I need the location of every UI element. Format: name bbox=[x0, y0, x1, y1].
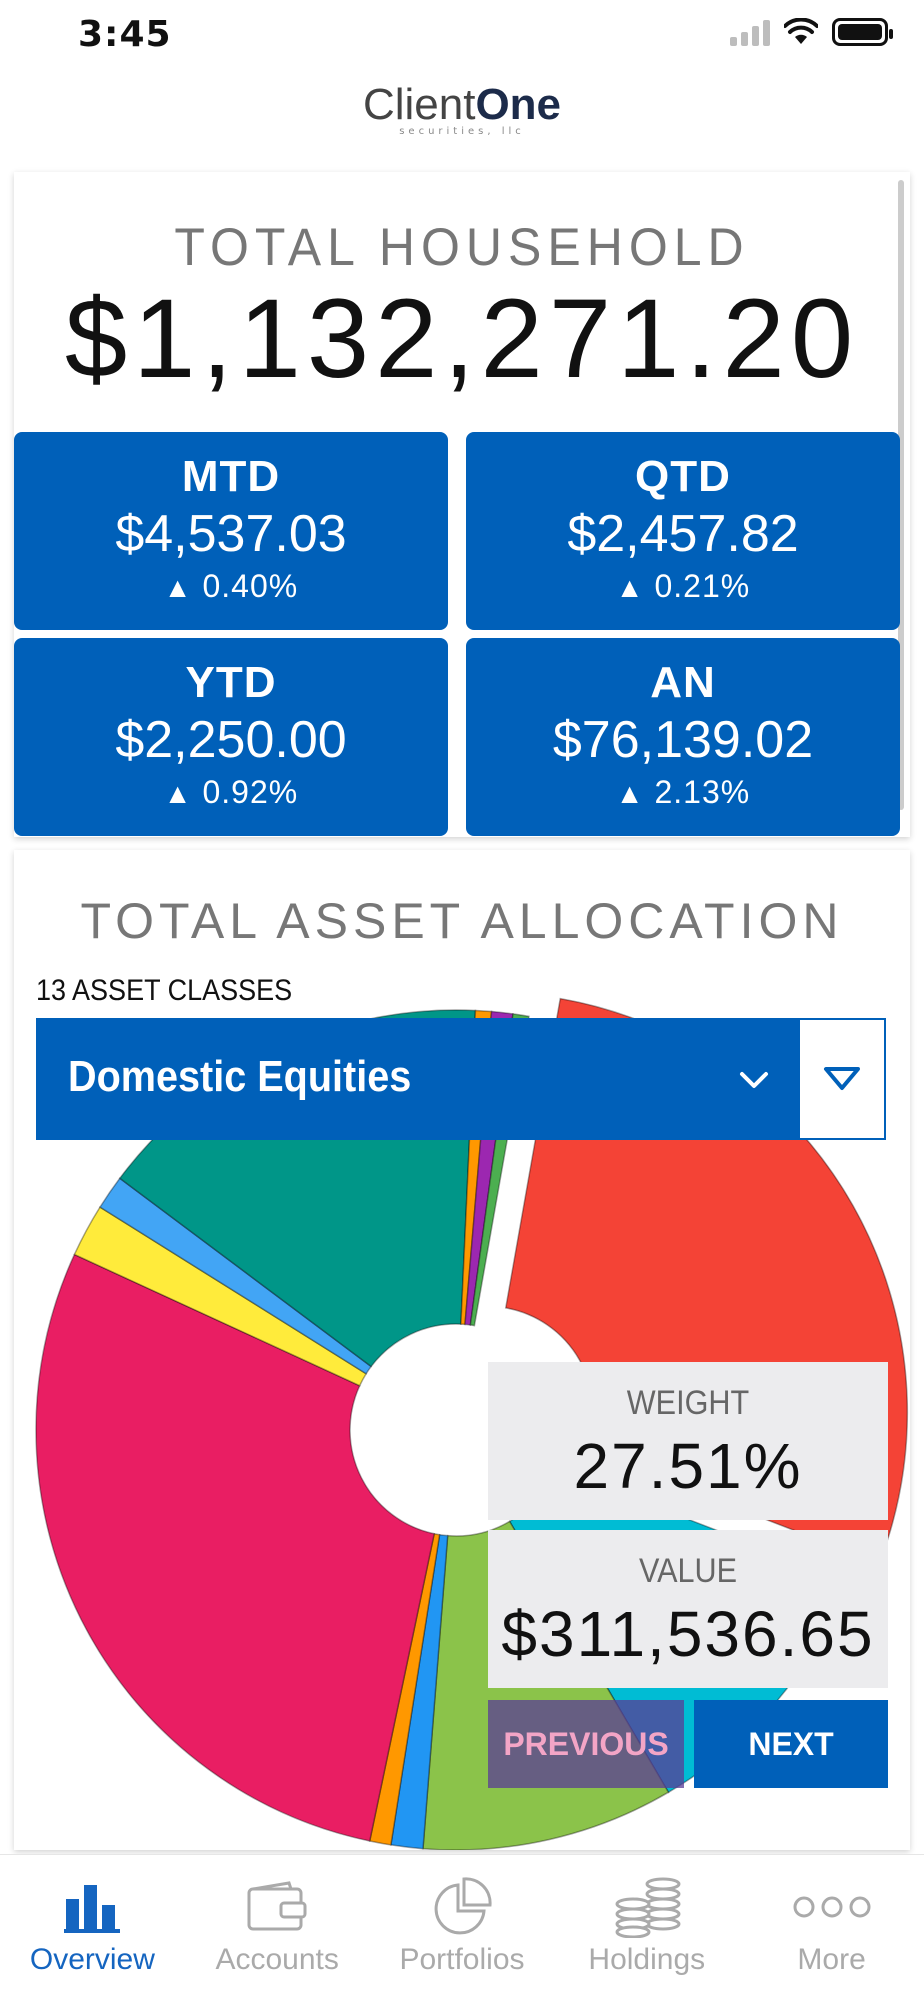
tab-label: Portfolios bbox=[399, 1943, 525, 1976]
up-triangle-icon: ▲ bbox=[615, 778, 645, 809]
allocation-card: TOTAL ASSET ALLOCATION 13 ASSET CLASSES … bbox=[14, 850, 910, 1850]
value-panel: VALUE $311,536.65 bbox=[488, 1530, 888, 1688]
value-label: VALUE bbox=[638, 1552, 738, 1590]
asset-class-selected: Domestic Equities bbox=[68, 1052, 412, 1101]
more-dots-icon bbox=[793, 1896, 871, 1918]
donut-slice[interactable] bbox=[73, 1206, 368, 1387]
brand-logo: ClientOne securities, llc bbox=[0, 80, 924, 137]
perf-label: QTD bbox=[635, 452, 731, 501]
perf-change: 0.40% bbox=[202, 568, 299, 604]
previous-button[interactable]: PREVIOUS bbox=[488, 1700, 684, 1788]
scroll-indicator[interactable] bbox=[898, 180, 904, 810]
perf-value: $76,139.02 bbox=[552, 711, 814, 769]
value-amount: $311,536.65 bbox=[501, 1598, 875, 1670]
weight-value: 27.51% bbox=[573, 1430, 803, 1502]
perf-change: 0.92% bbox=[202, 774, 299, 810]
cellular-signal-icon bbox=[730, 18, 770, 46]
coins-icon bbox=[615, 1877, 681, 1938]
tab-label: More bbox=[797, 1943, 866, 1976]
dropdown-toggle-button[interactable] bbox=[798, 1020, 884, 1138]
household-card: TOTAL HOUSEHOLD $1,132,271.20 MTD $4,537… bbox=[14, 172, 910, 837]
tab-portfolios[interactable]: Portfolios bbox=[370, 1855, 555, 2000]
up-triangle-icon: ▲ bbox=[163, 778, 193, 809]
perf-tile-qtd[interactable]: QTD $2,457.82 ▲ 0.21% bbox=[466, 432, 900, 630]
perf-tile-ytd[interactable]: YTD $2,250.00 ▲ 0.92% bbox=[14, 638, 448, 836]
chevron-down-icon bbox=[740, 1072, 768, 1088]
tab-holdings[interactable]: Holdings bbox=[554, 1855, 739, 2000]
household-amount: $1,132,271.20 bbox=[64, 276, 860, 401]
triangle-down-icon bbox=[824, 1067, 860, 1090]
status-icons bbox=[730, 18, 893, 46]
donut-slice[interactable] bbox=[368, 1532, 441, 1846]
allocation-title: TOTAL ASSET ALLOCATION bbox=[80, 893, 844, 949]
perf-label: AN bbox=[650, 658, 716, 707]
pie-chart-icon bbox=[434, 1877, 492, 1935]
perf-tile-mtd[interactable]: MTD $4,537.03 ▲ 0.40% bbox=[14, 432, 448, 630]
asset-class-count: 13 ASSET CLASSES bbox=[36, 974, 293, 1007]
tab-label: Accounts bbox=[215, 1943, 339, 1976]
wifi-icon bbox=[784, 18, 818, 44]
perf-value: $2,457.82 bbox=[567, 505, 799, 563]
tab-more[interactable]: More bbox=[739, 1855, 924, 2000]
donut-slice[interactable] bbox=[390, 1533, 449, 1850]
status-bar: 3:45 bbox=[0, 0, 924, 70]
wallet-icon bbox=[247, 1881, 307, 1931]
perf-label: MTD bbox=[181, 452, 281, 501]
tab-overview[interactable]: Overview bbox=[0, 1855, 185, 2000]
tab-label: Overview bbox=[29, 1943, 155, 1976]
perf-value: $2,250.00 bbox=[115, 711, 347, 769]
next-button[interactable]: NEXT bbox=[694, 1700, 888, 1788]
battery-icon bbox=[832, 18, 893, 46]
brand-tagline: securities, llc bbox=[399, 126, 525, 137]
up-triangle-icon: ▲ bbox=[615, 572, 645, 603]
perf-tile-an[interactable]: AN $76,139.02 ▲ 2.13% bbox=[466, 638, 900, 836]
weight-panel: WEIGHT 27.51% bbox=[488, 1362, 888, 1520]
perf-value: $4,537.03 bbox=[115, 505, 347, 563]
brand-name-bold: One bbox=[475, 80, 562, 129]
household-title: TOTAL HOUSEHOLD bbox=[174, 217, 750, 277]
tab-accounts[interactable]: Accounts bbox=[185, 1855, 370, 2000]
perf-change: 0.21% bbox=[654, 568, 751, 604]
perf-change: 2.13% bbox=[654, 774, 751, 810]
weight-label: WEIGHT bbox=[626, 1384, 750, 1422]
brand-name-light: Client bbox=[362, 80, 476, 129]
tab-bar: Overview Accounts Portfolios bbox=[0, 1854, 924, 2000]
perf-label: YTD bbox=[185, 658, 277, 707]
status-time: 3:45 bbox=[78, 14, 172, 55]
bar-chart-icon bbox=[64, 1885, 121, 1933]
asset-class-select[interactable]: Domestic Equities bbox=[36, 1018, 886, 1140]
donut-slice[interactable] bbox=[98, 1177, 373, 1375]
donut-slice[interactable] bbox=[35, 1253, 436, 1842]
tab-label: Holdings bbox=[588, 1943, 706, 1976]
up-triangle-icon: ▲ bbox=[163, 572, 193, 603]
